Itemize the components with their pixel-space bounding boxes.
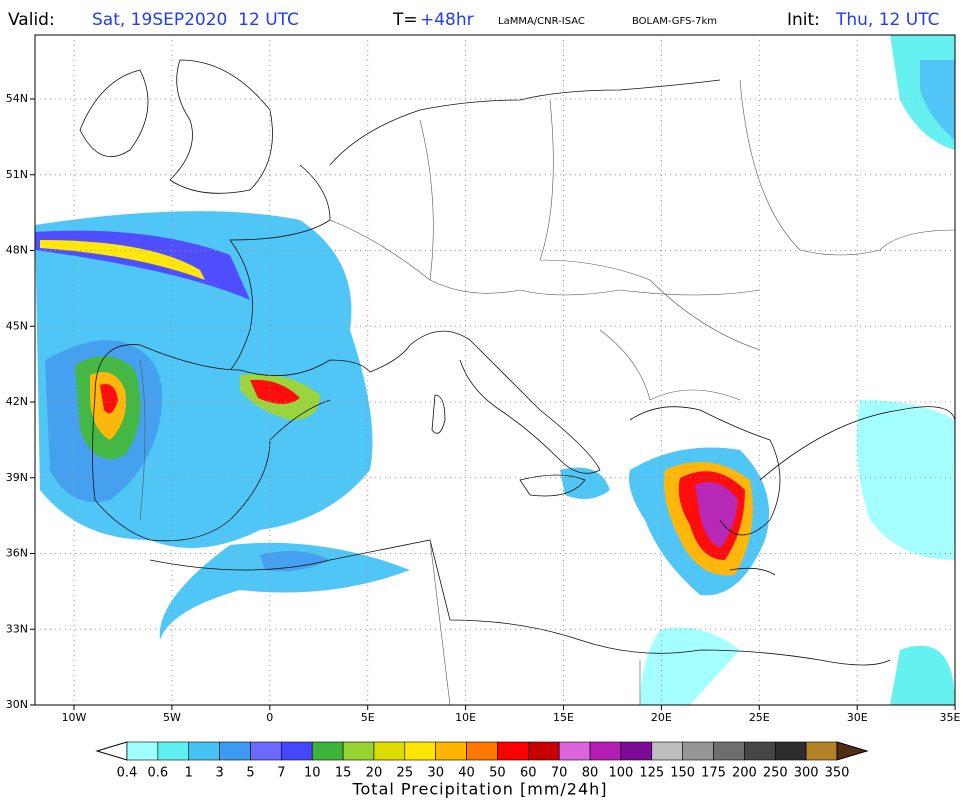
coastlines [79, 59, 955, 666]
colorbar-label: 200 [732, 766, 757, 781]
colorbar-label: 100 [608, 766, 633, 781]
colorbar-box [713, 741, 745, 761]
colorbar-box [589, 741, 622, 761]
colorbar-box [466, 741, 498, 761]
lat-label: 30N [6, 698, 28, 711]
colorbar-label: 50 [489, 766, 506, 781]
lon-label: 30E [847, 711, 868, 724]
colorbar-label: 175 [701, 766, 726, 781]
colorbar-box [311, 741, 344, 761]
colorbar-label: 250 [763, 766, 788, 781]
colorbar-box [404, 741, 436, 761]
colorbar-label: 30 [427, 766, 444, 781]
init-time: Thu, 12 UTC [835, 10, 939, 30]
colorbar-box [373, 741, 406, 761]
colorbar-over [836, 741, 869, 761]
colorbar-box [281, 741, 313, 761]
lead-label: T= [392, 10, 418, 30]
lat-label: 39N [6, 471, 28, 484]
colorbar-box [435, 741, 467, 761]
precipitation [35, 35, 955, 705]
lat-label: 48N [6, 244, 28, 257]
colorbar-box [497, 741, 529, 761]
colorbar-label: 3 [215, 766, 223, 781]
colorbar-label: 25 [397, 766, 414, 781]
colorbar-box [744, 741, 776, 761]
lon-label: 25E [749, 711, 770, 724]
colorbar-box [558, 741, 591, 761]
colorbar-box [651, 741, 683, 761]
colorbar-label: 70 [551, 766, 568, 781]
lat-label: 51N [6, 168, 28, 181]
colorbar-box [250, 741, 282, 761]
lon-label: 5E [361, 711, 375, 724]
lon-label: 0 [266, 711, 273, 724]
colorbar-box [682, 741, 714, 761]
colorbar-label: 15 [335, 766, 352, 781]
init-label: Init: [787, 10, 820, 30]
colorbar-label: 0.4 [117, 766, 138, 781]
colorbar-label: 300 [794, 766, 819, 781]
map-content [35, 35, 955, 705]
colorbar-label: 40 [458, 766, 475, 781]
colorbar-box [188, 741, 220, 761]
lon-label: 5W [163, 711, 181, 724]
lead-time: +48hr [420, 10, 474, 30]
borders [139, 79, 955, 705]
lon-label: 20E [651, 711, 672, 724]
source: LaMMA/CNR-ISAC [498, 16, 585, 27]
colorbar-label: 1 [185, 766, 193, 781]
colorbar-label: 0.6 [148, 766, 169, 781]
colorbar-box [528, 741, 560, 761]
colorbar-label: 150 [670, 766, 695, 781]
valid-time: Sat, 19SEP2020 12 UTC [92, 10, 299, 30]
colorbar-under [95, 741, 128, 761]
lon-label: 10W [62, 711, 87, 724]
map: 54N 51N 48N 45N 42N 39N 36N 33N 30N 10W 5W 0 5E 10E 15… [6, 34, 961, 724]
colorbar-label: 125 [639, 766, 664, 781]
colorbar-label: 20 [366, 766, 383, 781]
lat-label: 36N [6, 547, 28, 560]
colorbar-label: 10 [304, 766, 321, 781]
map-frame [34, 34, 956, 706]
colorbar-box [620, 741, 653, 761]
lat-label: 42N [6, 395, 28, 408]
lat-label: 45N [6, 319, 28, 332]
lon-label: 35E [940, 711, 961, 724]
colorbar-box [805, 741, 838, 761]
colorbar-box [774, 741, 807, 761]
colorbar-box [219, 741, 251, 761]
colorbar-title: Total Precipitation [mm/24h] [351, 780, 607, 799]
lat-label: 54N [6, 92, 28, 105]
lat-label: 33N [6, 622, 28, 635]
lon-label: 10E [455, 711, 476, 724]
colorbar-label: 5 [246, 766, 254, 781]
colorbar-box [342, 741, 375, 761]
colorbar-box [126, 741, 159, 761]
colorbar-label: 7 [277, 766, 285, 781]
colorbar-label: 80 [582, 766, 599, 781]
colorbar-label: 60 [520, 766, 537, 781]
colorbar-label: 350 [825, 766, 850, 781]
colorbar-box [157, 741, 190, 761]
valid-label: Valid: [8, 10, 55, 30]
model: BOLAM-GFS-7km [632, 16, 717, 27]
lon-label: 15E [553, 711, 574, 724]
